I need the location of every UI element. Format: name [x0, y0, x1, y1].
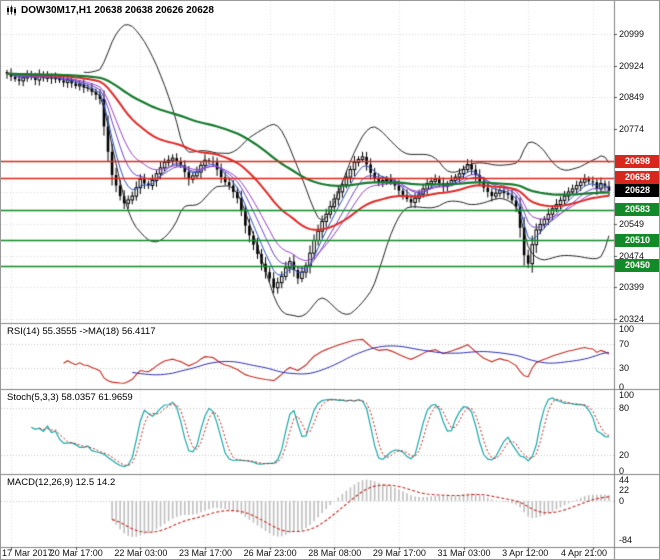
price-level-box-20450[interactable]: 20450: [615, 259, 659, 273]
price-tick-label: 20999: [619, 29, 645, 39]
macd-label: MACD(12,26,9) 12.5 14.2: [7, 477, 116, 488]
rsi-tick-label: 70: [619, 338, 630, 349]
rsi-tick-label: 30: [619, 363, 630, 374]
macd-tick-label: 22: [619, 485, 630, 496]
price-tick-label: 20774: [619, 124, 645, 134]
price-tick-label: 20924: [619, 60, 645, 71]
stoch-tick-label: 80: [619, 402, 630, 413]
rsi-tick-label: 0: [619, 382, 625, 392]
price-level-box-20583[interactable]: 20583: [615, 203, 659, 217]
time-axis-label: 23 Mar 17:00: [178, 548, 233, 558]
current-price-box: 20628: [615, 184, 659, 198]
time-axis-label: 31 Mar 03:00: [437, 548, 491, 558]
time-axis-label: 26 Mar 23:00: [243, 548, 297, 558]
time-axis-label: 3 Apr 12:00: [502, 548, 549, 558]
time-axis-label: 28 Mar 08:00: [308, 548, 362, 558]
rsi-tick-label: 100: [619, 324, 635, 334]
chart-title: DOW30M17,H1 20638 20638 20626 20628: [6, 5, 214, 16]
price-level-box-20698[interactable]: 20698: [615, 154, 659, 168]
price-tick-label: 20849: [619, 92, 645, 103]
stoch-tick-label: 100: [619, 390, 635, 400]
macd-tick-label: 44: [619, 475, 630, 485]
candlestick-icon: [7, 5, 16, 16]
time-axis-label: 22 Mar 03:00: [114, 548, 168, 558]
time-axis-label: 4 Apr 21:00: [561, 548, 608, 558]
stoch-tick-label: 20: [619, 450, 630, 461]
stoch-tick-label: 0: [619, 466, 625, 476]
macd-tick-label: -84: [619, 535, 633, 545]
price-tick-label: 20474: [619, 250, 645, 261]
price-level-box-20658[interactable]: 20658: [615, 171, 659, 185]
time-axis-label: 29 Mar 17:00: [372, 548, 426, 558]
stoch-label: Stoch(5,3,3) 58.0357 61.9659: [7, 392, 133, 403]
time-axis-label: 20 Mar 17:00: [49, 548, 103, 558]
price-tick-label: 20549: [619, 219, 645, 229]
price-level-box-20510[interactable]: 20510: [615, 233, 659, 247]
time-axis-label: 17 Mar 2017: [2, 548, 53, 558]
price-tick-label: 20324: [619, 314, 645, 324]
macd-tick-label: 0: [619, 495, 625, 506]
rsi-label: RSI(14) 55.3555 ->MA(18) 56.4117: [7, 326, 156, 337]
price-tick-label: 20399: [619, 282, 645, 293]
chart-title-text: DOW30M17,H1 20638 20638 20626 20628: [21, 5, 214, 16]
